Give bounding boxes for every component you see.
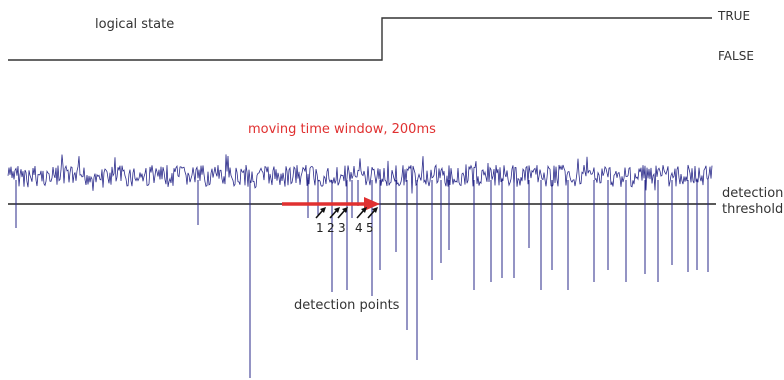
logical-state-label: logical state bbox=[95, 17, 175, 32]
false-level-label: FALSE bbox=[718, 49, 754, 63]
detection-points-label: detection points bbox=[294, 298, 400, 313]
detection-number-1: 1 bbox=[316, 221, 324, 235]
detection-point-arrow bbox=[356, 207, 367, 219]
detection-number-2: 2 bbox=[327, 221, 335, 235]
signal-trace bbox=[7, 154, 713, 194]
detection-threshold-label: detection threshold bbox=[722, 186, 783, 218]
true-level-label: TRUE bbox=[718, 9, 751, 23]
threshold-label-line2: threshold bbox=[722, 202, 784, 217]
moving-window-label: moving time window, 200ms bbox=[248, 122, 436, 137]
detection-number-4: 4 bbox=[355, 221, 363, 235]
detection-point-arrow bbox=[367, 207, 378, 219]
detection-point-arrow bbox=[315, 207, 326, 219]
detection-point-arrow bbox=[329, 207, 340, 219]
detection-number-5: 5 bbox=[366, 221, 374, 235]
threshold-label-line1: detection bbox=[722, 186, 784, 201]
detection-number-3: 3 bbox=[338, 221, 346, 235]
logical-state-line bbox=[8, 17, 712, 61]
moving-window-arrow bbox=[282, 197, 380, 211]
detection-point-arrows bbox=[315, 207, 378, 219]
detection-point-arrow bbox=[337, 207, 348, 219]
signal-spikes bbox=[15, 180, 709, 378]
